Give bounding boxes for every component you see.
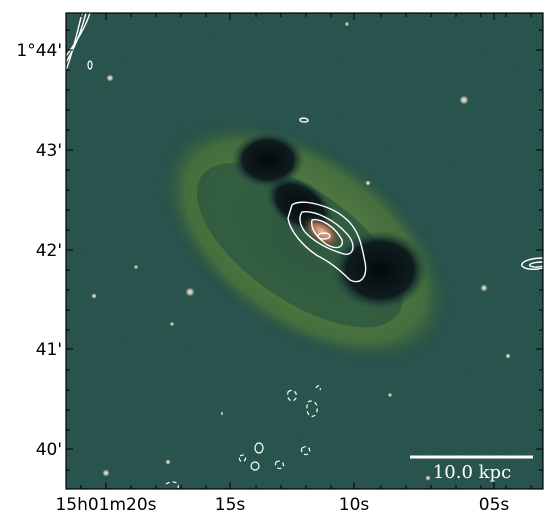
dec-tick-label: 41' bbox=[36, 340, 62, 360]
dark-lobe-upper bbox=[232, 132, 304, 188]
star bbox=[425, 475, 431, 481]
star bbox=[165, 459, 171, 465]
star bbox=[344, 21, 350, 27]
star bbox=[91, 293, 97, 299]
contour-inner bbox=[311, 219, 343, 249]
ra-tick-label: 10s bbox=[339, 495, 370, 515]
image-field bbox=[66, 13, 543, 489]
contour-edge-right bbox=[528, 261, 543, 268]
ra-tick-label: 05s bbox=[479, 495, 510, 515]
star bbox=[505, 353, 511, 359]
star bbox=[480, 284, 488, 292]
dec-tick-label: 40' bbox=[36, 440, 62, 460]
star bbox=[185, 287, 195, 297]
contour-blob bbox=[299, 117, 309, 123]
star bbox=[169, 321, 175, 327]
ra-tick-label: 15s bbox=[215, 495, 246, 515]
star bbox=[365, 180, 371, 186]
star bbox=[106, 74, 114, 82]
plot-frame bbox=[65, 12, 544, 490]
dec-tick-label: 43' bbox=[36, 141, 62, 161]
star bbox=[387, 392, 393, 398]
stars bbox=[91, 21, 511, 481]
small-positive-contours bbox=[87, 60, 264, 471]
contour-core bbox=[317, 232, 331, 240]
star bbox=[133, 264, 139, 270]
scale-bar-label: 10.0 kpc bbox=[433, 462, 511, 483]
star bbox=[459, 95, 469, 105]
dec-tick-label: 42' bbox=[36, 241, 62, 261]
dec-tick-labels: 1°44' 43' 42' 41' 40' bbox=[16, 41, 62, 460]
star bbox=[102, 469, 110, 477]
ra-tick-label: 15h01m20s bbox=[55, 495, 156, 515]
radio-contours bbox=[66, 13, 543, 283]
axis-ticks bbox=[66, 13, 543, 489]
contour-outer bbox=[287, 201, 367, 283]
contour-edge-topleft bbox=[66, 13, 91, 57]
dark-lobe-lower bbox=[332, 230, 428, 310]
ra-tick-labels: 15h01m20s 15s 10s 05s bbox=[55, 495, 509, 515]
contour-edge-right bbox=[521, 257, 543, 271]
contour-mid bbox=[299, 211, 354, 255]
negative-contours bbox=[165, 385, 322, 489]
dec-tick-label: 1°44' bbox=[16, 41, 62, 61]
